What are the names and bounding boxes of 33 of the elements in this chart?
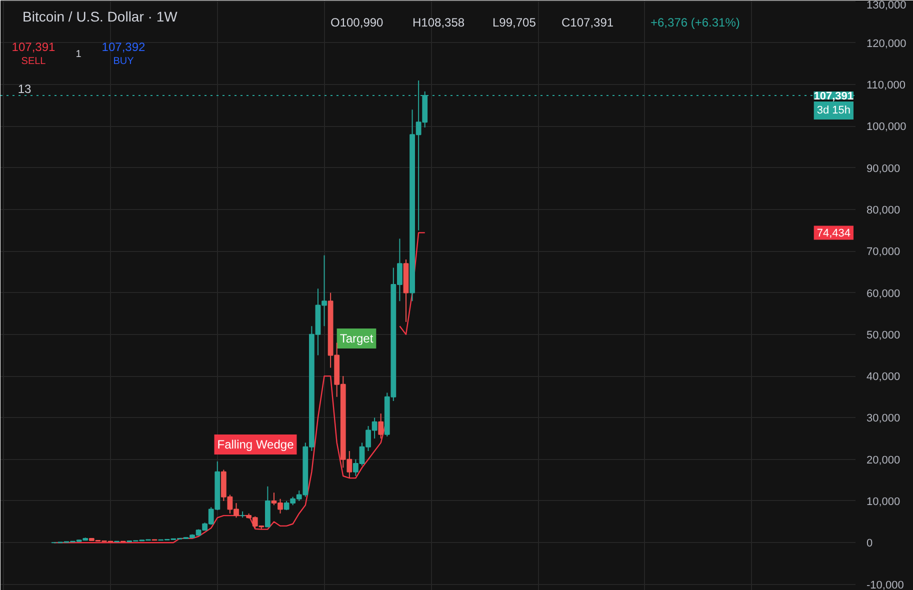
annotation: O100,990 — [330, 16, 384, 30]
y-tick-label: 20,000 — [866, 454, 900, 466]
annotation: 3d 15h — [816, 104, 851, 116]
annotation: 107,391 — [12, 40, 56, 54]
annotation: Target — [340, 332, 374, 346]
annotation: 1 — [76, 49, 82, 60]
y-tick-label: 100,000 — [866, 121, 906, 134]
y-tick-label: 50,000 — [866, 329, 900, 342]
candlestick — [378, 413, 384, 440]
annotation: Falling Wedge — [217, 438, 294, 452]
y-tick-label: 130,000 — [866, 0, 906, 12]
y-tick-label: 60,000 — [866, 288, 900, 300]
text: Bitcoin / U.S. Dollar · 1W — [22, 8, 178, 24]
annotation: +6,376 (+6.31%) — [650, 16, 740, 30]
y-tick-label: 0 — [866, 538, 873, 550]
annotation: 107,392 — [102, 40, 146, 54]
annotation: L99,705 — [492, 16, 536, 30]
y-tick-label: 30,000 — [866, 412, 900, 425]
annotation: SELL — [21, 56, 46, 67]
annotation: H108,358 — [412, 16, 465, 30]
y-tick-label: 70,000 — [866, 246, 900, 258]
ref-line-label: 107,391 — [814, 90, 854, 102]
y-tick-label: 120,000 — [866, 38, 906, 50]
annotation: 74,434 — [816, 228, 851, 240]
y-tick-label: -10,000 — [866, 579, 904, 590]
annotation: BUY — [113, 56, 134, 67]
y-tick-label: 110,000 — [866, 80, 906, 92]
y-tick-label: 40,000 — [866, 371, 900, 384]
y-tick-label: 80,000 — [866, 204, 900, 217]
y-tick-label: 90,000 — [866, 162, 900, 175]
y-tick-label: 10,000 — [866, 496, 900, 508]
annotation: 13 — [18, 82, 32, 96]
annotation: C107,391 — [562, 16, 614, 30]
